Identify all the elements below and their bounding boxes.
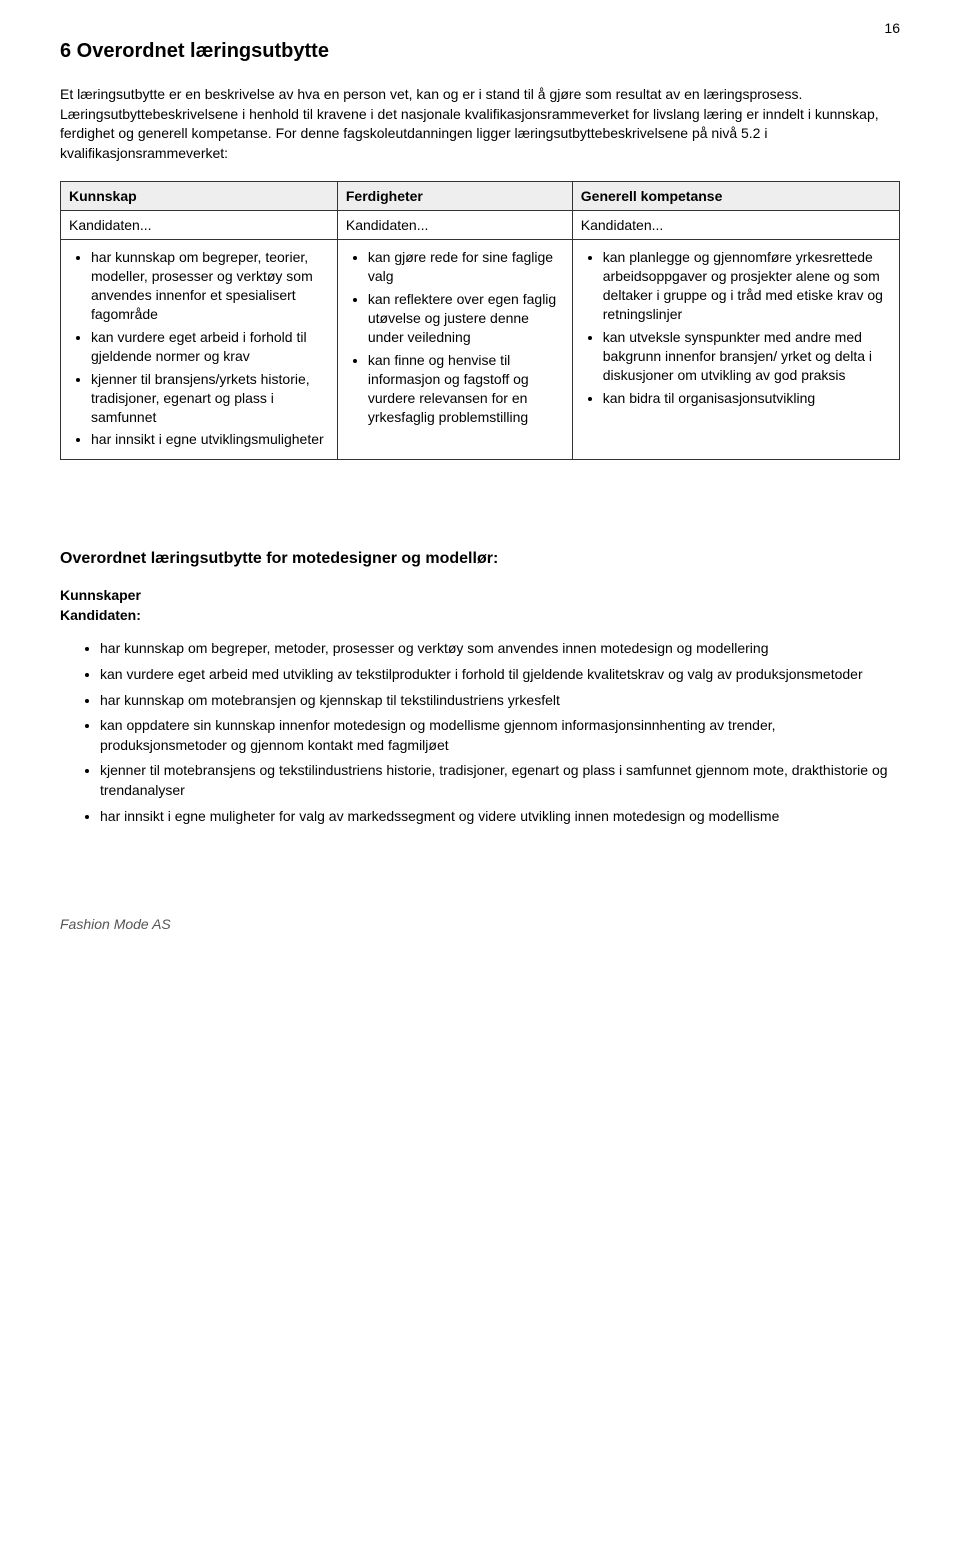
table-cell-generell: kan planlegge og gjennomføre yrkesretted… xyxy=(572,240,899,460)
list-item: har kunnskap om begreper, metoder, prose… xyxy=(100,639,900,659)
list-item: har innsikt i egne muligheter for valg a… xyxy=(100,807,900,827)
list-item: kan reflektere over egen faglig utøvelse… xyxy=(368,290,564,347)
table-cell-kunnskap: har kunnskap om begreper, teorier, model… xyxy=(61,240,338,460)
framework-table: Kunnskap Ferdigheter Generell kompetanse… xyxy=(60,181,900,460)
subsection-title: Overordnet læringsutbytte for motedesign… xyxy=(60,550,900,568)
list-item: har kunnskap om begreper, teorier, model… xyxy=(91,248,329,324)
kandidaten-label: Kandidaten: xyxy=(60,606,900,626)
table-header-kunnskap: Kunnskap xyxy=(61,182,338,211)
intro-paragraph: Et læringsutbytte er en beskrivelse av h… xyxy=(60,85,900,163)
footer-company: Fashion Mode AS xyxy=(60,916,900,932)
list-item: har innsikt i egne utviklingsmuligheter xyxy=(91,430,329,449)
list-item: kan utveksle synspunkter med andre med b… xyxy=(603,328,891,385)
list-item: har kunnskap om motebransjen og kjennska… xyxy=(100,691,900,711)
list-item: kan finne og henvise til informasjon og … xyxy=(368,351,564,427)
list-item: kjenner til motebransjens og tekstilindu… xyxy=(100,761,900,800)
table-subheader: Kandidaten... xyxy=(61,211,338,240)
table-header-ferdigheter: Ferdigheter xyxy=(337,182,572,211)
table-subheader: Kandidaten... xyxy=(572,211,899,240)
section-title: 6 Overordnet læringsutbytte xyxy=(60,40,900,63)
table-subheader: Kandidaten... xyxy=(337,211,572,240)
kunnskaper-label: Kunnskaper xyxy=(60,586,900,606)
list-item: kjenner til bransjens/yrkets historie, t… xyxy=(91,370,329,427)
list-item: kan vurdere eget arbeid i forhold til gj… xyxy=(91,328,329,366)
list-item: kan oppdatere sin kunnskap innenfor mote… xyxy=(100,716,900,755)
table-cell-ferdigheter: kan gjøre rede for sine faglige valg kan… xyxy=(337,240,572,460)
list-item: kan vurdere eget arbeid med utvikling av… xyxy=(100,665,900,685)
list-item: kan bidra til organisasjonsutvikling xyxy=(603,389,891,408)
list-item: kan planlegge og gjennomføre yrkesretted… xyxy=(603,248,891,324)
table-header-generell: Generell kompetanse xyxy=(572,182,899,211)
page-number: 16 xyxy=(884,20,900,36)
list-item: kan gjøre rede for sine faglige valg xyxy=(368,248,564,286)
kunnskaper-list: har kunnskap om begreper, metoder, prose… xyxy=(60,639,900,826)
